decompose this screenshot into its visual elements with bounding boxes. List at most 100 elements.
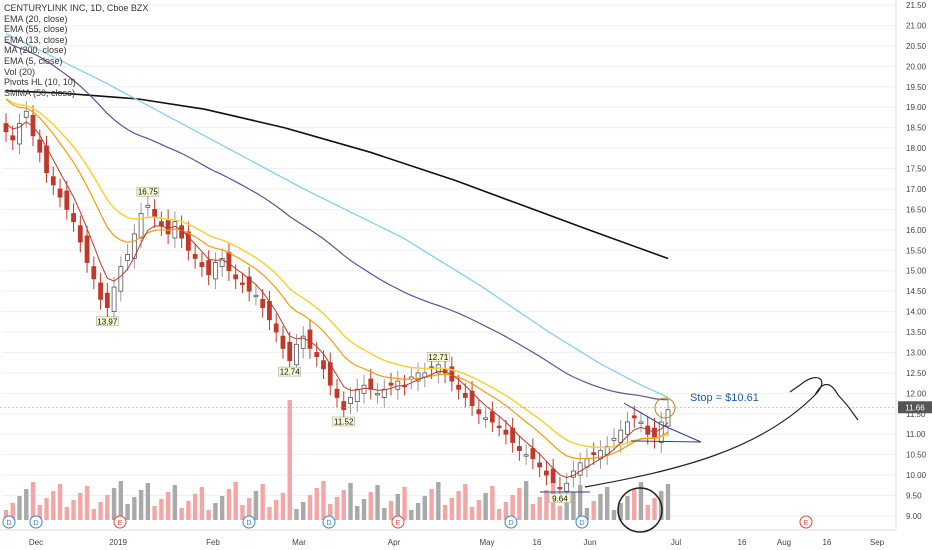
volume-bar	[517, 488, 522, 520]
event-marker[interactable]	[504, 515, 518, 529]
candle-body	[104, 292, 110, 308]
x-tick-label: Sep	[870, 538, 885, 547]
volume-bar	[10, 503, 15, 520]
candle-body	[84, 235, 90, 263]
volume-bar	[436, 482, 441, 520]
y-tick-label: 14.50	[906, 287, 927, 296]
volume-bar	[665, 484, 671, 520]
volume-bar	[375, 485, 380, 520]
y-tick-label: 15.00	[906, 267, 927, 276]
legend-item[interactable]: MA (200, close)	[4, 45, 67, 56]
y-tick-label: 18.50	[906, 124, 927, 133]
volume-bar	[84, 486, 90, 520]
volume-bar	[37, 505, 42, 520]
pivot-label: 16.75	[138, 188, 159, 197]
x-tick-label: Jul	[671, 538, 681, 547]
volume-bar	[17, 496, 22, 520]
candle-body	[64, 190, 70, 210]
pivot-label-box	[96, 316, 119, 327]
volume-bar	[294, 509, 299, 520]
volume-bar	[476, 500, 482, 520]
event-marker[interactable]	[799, 515, 813, 529]
legend-item[interactable]: EMA (20, close)	[4, 13, 68, 24]
hand-drawn-circle[interactable]	[617, 487, 663, 533]
legend-item[interactable]: EMA (55, close)	[4, 24, 68, 35]
event-marker[interactable]	[391, 515, 405, 529]
event-marker-label: D	[246, 520, 251, 527]
x-tick-label: 16	[738, 538, 747, 547]
volume-bar	[307, 495, 313, 520]
x-tick-label: Apr	[388, 538, 401, 547]
volume-bar	[233, 482, 238, 520]
candle-body	[348, 397, 353, 404]
candle-body	[111, 286, 117, 312]
candle-body	[591, 452, 597, 456]
volume-bar	[510, 495, 515, 520]
volume-bar	[632, 489, 637, 520]
legend-item[interactable]: SMMA (50, close)	[4, 87, 76, 98]
triangle-drawing[interactable]	[623, 402, 702, 443]
candle-body	[98, 282, 103, 300]
ema13-line	[5, 98, 669, 460]
candle-body	[564, 482, 570, 492]
candle-body	[44, 145, 49, 174]
volume-bar	[530, 504, 536, 520]
volume-bar	[395, 494, 400, 520]
volume-bar	[598, 494, 603, 520]
ema5-line	[5, 121, 669, 479]
event-marker[interactable]	[2, 515, 16, 529]
y-tick-label: 14.00	[906, 308, 927, 317]
volume-bar	[645, 505, 650, 520]
event-marker[interactable]	[113, 515, 127, 529]
y-tick-label: 13.50	[906, 328, 927, 337]
event-marker[interactable]	[29, 515, 43, 529]
candle-body	[253, 294, 259, 298]
candle-body	[476, 409, 482, 415]
legend-item[interactable]: EMA (13, close)	[4, 34, 68, 45]
event-marker[interactable]	[322, 515, 336, 529]
volume-bar	[348, 483, 353, 520]
ema20-line	[5, 98, 669, 449]
event-marker[interactable]	[242, 515, 256, 529]
pivot-label-box	[332, 416, 356, 427]
candle-body	[294, 343, 299, 366]
highlight-circle[interactable]	[654, 397, 676, 419]
event-marker[interactable]	[575, 515, 589, 529]
y-tick-label: 13.00	[906, 348, 927, 357]
candle-body	[50, 176, 56, 186]
volume-bar	[584, 508, 590, 520]
volume-bar	[91, 509, 97, 520]
volume-bar	[571, 492, 576, 520]
x-tick-label: Dec	[29, 538, 43, 547]
candle-body	[233, 274, 239, 280]
candle-body	[557, 486, 563, 490]
pivot-label-box	[136, 186, 160, 197]
volume-bar	[618, 503, 623, 520]
legend-item[interactable]: Vol (20)	[4, 66, 36, 77]
candle-body	[550, 468, 556, 484]
candle-body	[219, 258, 225, 268]
legend-item[interactable]: Pivots HL (10, 10)	[4, 77, 76, 88]
volume-bar	[564, 499, 569, 520]
candle-body	[37, 139, 43, 153]
candle-body	[125, 253, 130, 261]
volume-bar	[503, 502, 509, 520]
y-tick-label: 21.00	[906, 21, 927, 30]
x-tick-label: Feb	[206, 538, 220, 547]
candle-body	[415, 372, 421, 382]
volume-bar	[557, 506, 563, 520]
volume-bar	[409, 510, 414, 520]
candle-body	[273, 323, 279, 333]
candle-body	[192, 253, 198, 259]
y-tick-label: 15.50	[906, 246, 927, 255]
candle-body	[10, 135, 16, 141]
volume-bar	[314, 488, 319, 520]
event-marker-label: D	[579, 520, 584, 527]
volume-bar	[496, 509, 502, 520]
legend-item[interactable]: EMA (5, close)	[4, 55, 63, 66]
hand-drawn-arrow[interactable]	[584, 377, 859, 488]
event-marker-label: E	[396, 520, 401, 527]
volume-bar	[3, 510, 9, 520]
volume-bar	[78, 493, 83, 520]
